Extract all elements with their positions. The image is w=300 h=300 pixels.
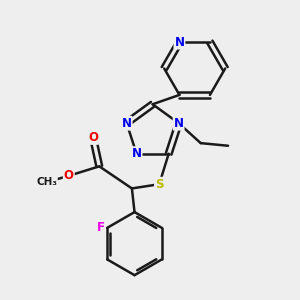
- Text: F: F: [97, 221, 105, 234]
- Text: O: O: [88, 131, 98, 144]
- Text: CH₃: CH₃: [36, 177, 57, 187]
- Text: N: N: [122, 117, 132, 130]
- Text: N: N: [174, 36, 184, 49]
- Text: N: N: [132, 147, 142, 160]
- Text: O: O: [64, 169, 74, 182]
- Text: S: S: [155, 178, 164, 191]
- Text: N: N: [174, 117, 184, 130]
